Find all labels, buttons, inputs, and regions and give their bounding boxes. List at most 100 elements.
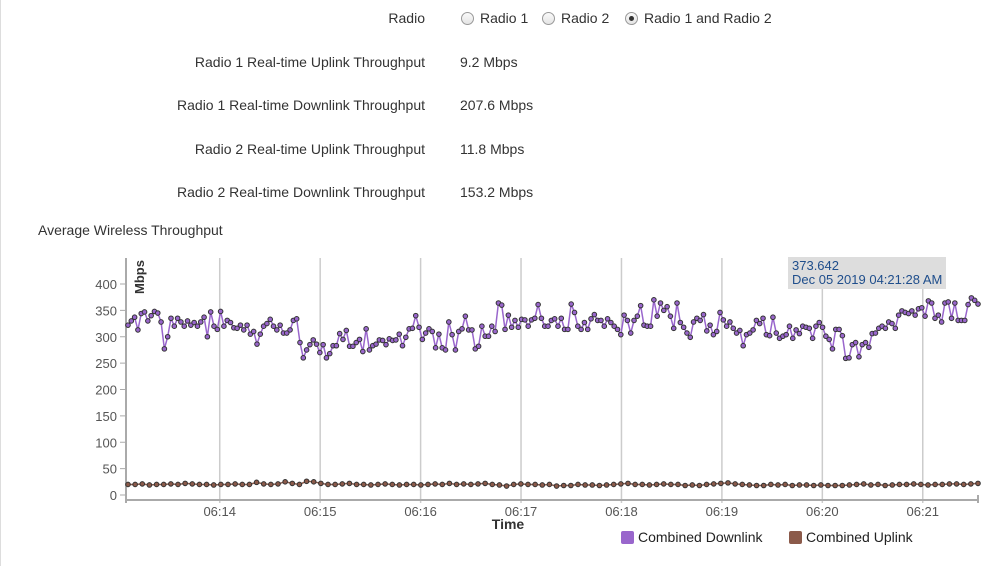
data-point-downlink (320, 341, 326, 348)
data-point-downlink (373, 341, 379, 347)
data-point-downlink (816, 319, 823, 326)
data-point-downlink (670, 325, 677, 332)
data-point-downlink (174, 315, 181, 322)
data-point-uplink (196, 481, 203, 488)
data-point-downlink (283, 330, 290, 336)
data-point-uplink (560, 482, 567, 489)
y-tick-label: 150 (95, 409, 117, 424)
data-point-downlink (522, 317, 528, 323)
data-point-downlink (141, 309, 148, 315)
data-point-downlink (631, 317, 637, 324)
data-point-uplink (418, 482, 424, 488)
data-point-downlink (697, 317, 703, 324)
radio-button-icon[interactable] (461, 11, 474, 25)
data-point-downlink (412, 312, 419, 319)
data-point-uplink (425, 481, 431, 488)
data-point-downlink (895, 312, 902, 318)
data-point-downlink (178, 319, 184, 325)
data-point-downlink (829, 346, 836, 352)
data-point-downlink (313, 341, 320, 347)
data-point-uplink (968, 481, 974, 487)
data-point-downlink (717, 309, 723, 316)
data-point-downlink (813, 323, 819, 330)
data-point-uplink (246, 481, 253, 488)
data-point-downlink (360, 348, 366, 355)
data-point-uplink (203, 481, 210, 488)
radio-option-label: Radio 1 (480, 10, 529, 26)
data-point-uplink (518, 481, 524, 487)
data-point-downlink (935, 312, 942, 318)
data-point-downlink (545, 323, 551, 330)
data-point-uplink (632, 481, 638, 488)
data-point-downlink (627, 330, 634, 336)
data-point-downlink (264, 320, 270, 327)
data-point-downlink (475, 343, 482, 350)
data-point-uplink (282, 479, 288, 485)
data-point-downlink (684, 330, 690, 336)
data-point-uplink (175, 481, 181, 488)
data-point-downlink (164, 333, 171, 340)
legend-item-uplink[interactable]: Combined Uplink (789, 529, 913, 545)
data-point-downlink (399, 342, 406, 349)
radio-option-radio-1[interactable]: Radio 1 (461, 10, 528, 26)
data-point-uplink (803, 482, 810, 488)
radio-option-both[interactable]: Radio 1 and Radio 2 (625, 10, 772, 26)
data-point-uplink (496, 482, 503, 488)
x-tick-label: 06:19 (706, 504, 739, 519)
data-point-downlink (578, 326, 584, 333)
data-point-downlink (350, 343, 356, 350)
data-point-downlink (862, 339, 869, 346)
data-point-uplink (410, 481, 417, 488)
data-point-downlink (608, 319, 614, 326)
data-point-uplink (646, 482, 653, 488)
data-point-uplink (296, 481, 303, 488)
data-point-downlink (383, 341, 389, 348)
data-point-uplink (853, 481, 860, 488)
data-point-uplink (696, 482, 703, 489)
stat-value: 9.2 Mbps (460, 54, 518, 70)
data-point-downlink (300, 355, 307, 361)
data-point-downlink (727, 319, 733, 325)
data-point-downlink (403, 334, 409, 341)
data-point-downlink (240, 327, 247, 333)
data-point-downlink (307, 341, 313, 348)
data-point-uplink (182, 480, 188, 487)
data-point-uplink (839, 482, 846, 489)
data-point-downlink (343, 327, 350, 334)
data-point-uplink (618, 481, 624, 487)
data-point-uplink (289, 480, 296, 487)
data-point-uplink (510, 481, 517, 488)
data-point-downlink (680, 324, 687, 331)
radio-button-selected-icon[interactable] (625, 11, 638, 25)
data-point-downlink (267, 316, 274, 323)
data-point-uplink (960, 481, 967, 488)
data-point-uplink (882, 482, 888, 489)
radio-option-radio-2[interactable]: Radio 2 (542, 10, 609, 26)
radio-button-icon[interactable] (542, 11, 555, 25)
data-point-uplink (718, 480, 724, 487)
data-point-downlink (723, 323, 730, 330)
data-point-downlink (446, 319, 452, 325)
data-point-downlink (793, 327, 799, 333)
data-point-downlink (601, 323, 608, 330)
data-point-uplink (396, 482, 403, 488)
y-tick-label: 300 (95, 330, 117, 345)
data-point-uplink (553, 483, 560, 489)
data-point-downlink (303, 347, 310, 353)
data-point-downlink (872, 330, 879, 336)
legend-item-downlink[interactable]: Combined Downlink (621, 529, 763, 545)
data-point-downlink (611, 323, 617, 330)
data-point-uplink (782, 481, 788, 488)
data-point-downlink (197, 319, 204, 325)
data-point-uplink (732, 481, 738, 487)
data-point-downlink (783, 331, 789, 338)
data-point-downlink (839, 332, 846, 339)
data-point-downlink (909, 308, 915, 314)
data-point-uplink (753, 482, 760, 489)
data-point-uplink (439, 481, 446, 488)
data-point-downlink (584, 326, 591, 333)
data-point-uplink (953, 481, 960, 487)
data-point-downlink (135, 327, 141, 333)
data-point-downlink (945, 299, 952, 305)
